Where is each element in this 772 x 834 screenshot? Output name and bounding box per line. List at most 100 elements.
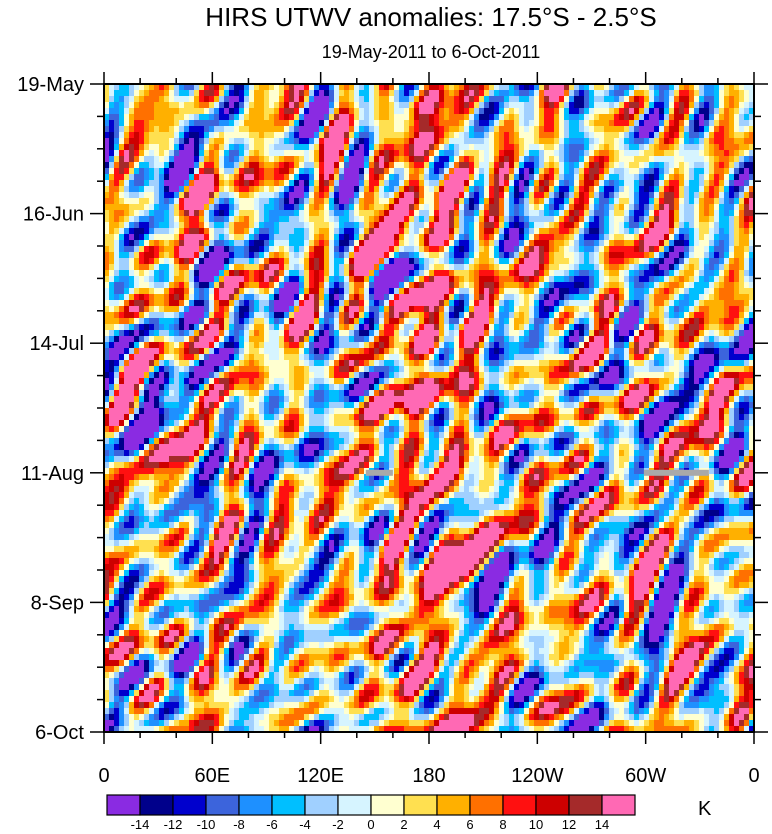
heatmap-cell <box>674 120 680 127</box>
heatmap-cell <box>564 108 570 115</box>
heatmap-cell <box>599 216 605 223</box>
heatmap-cell <box>519 252 525 259</box>
heatmap-cell <box>709 102 715 109</box>
heatmap-cell <box>504 300 510 307</box>
heatmap-cell <box>464 234 470 241</box>
heatmap-cell <box>469 144 475 151</box>
heatmap-cell <box>389 288 395 295</box>
heatmap-cell <box>184 126 190 133</box>
heatmap-cell <box>639 210 645 217</box>
heatmap-cell <box>464 108 470 115</box>
heatmap-cell <box>744 120 750 127</box>
heatmap-cell <box>299 150 305 157</box>
heatmap-cell <box>174 258 180 265</box>
heatmap-cell <box>184 186 190 193</box>
heatmap-cell <box>409 144 415 151</box>
heatmap-cell <box>294 252 300 259</box>
heatmap-cell <box>324 252 330 259</box>
heatmap-cell <box>479 126 485 133</box>
heatmap-cell <box>524 126 530 133</box>
heatmap-cell <box>719 192 725 199</box>
heatmap-cell <box>704 282 710 289</box>
heatmap-cell <box>104 180 110 187</box>
heatmap-cell <box>384 258 390 265</box>
heatmap-cell <box>634 252 640 259</box>
heatmap-cell <box>614 90 620 97</box>
heatmap-cell <box>354 84 360 91</box>
heatmap-cell <box>234 222 240 229</box>
heatmap-cell <box>459 168 465 175</box>
heatmap-cell <box>379 276 385 283</box>
heatmap-cell <box>709 84 715 91</box>
heatmap-cell <box>354 150 360 157</box>
heatmap-cell <box>724 132 730 139</box>
heatmap-cell <box>149 276 155 283</box>
heatmap-cell <box>424 306 430 313</box>
heatmap-cell <box>114 300 120 307</box>
heatmap-cell <box>299 192 305 199</box>
heatmap-cell <box>559 90 565 97</box>
heatmap-cell <box>219 168 225 175</box>
heatmap-cell <box>159 156 165 163</box>
heatmap-cell <box>429 90 435 97</box>
heatmap-cell <box>164 90 170 97</box>
heatmap-cell <box>434 282 440 289</box>
heatmap-cell <box>204 168 210 175</box>
heatmap-cell <box>154 174 160 181</box>
heatmap-cell <box>174 168 180 175</box>
heatmap-cell <box>379 96 385 103</box>
heatmap-cell <box>449 90 455 97</box>
heatmap-cell <box>704 216 710 223</box>
heatmap-cell <box>399 222 405 229</box>
heatmap-cell <box>514 132 520 139</box>
heatmap-cell <box>329 306 335 313</box>
heatmap-cell <box>679 168 685 175</box>
heatmap-cell <box>589 282 595 289</box>
heatmap-cell <box>214 144 220 151</box>
heatmap-cell <box>409 204 415 211</box>
heatmap-cell <box>289 120 295 127</box>
heatmap-cell <box>664 198 670 205</box>
heatmap-cell <box>729 174 735 181</box>
heatmap-cell <box>399 282 405 289</box>
heatmap-cell <box>629 282 635 289</box>
heatmap-cell <box>574 174 580 181</box>
heatmap-cell <box>594 162 600 169</box>
heatmap-cell <box>589 174 595 181</box>
heatmap-cell <box>289 132 295 139</box>
heatmap-cell <box>474 234 480 241</box>
heatmap-cell <box>569 132 575 139</box>
heatmap-cell <box>424 240 430 247</box>
heatmap-cell <box>519 198 525 205</box>
heatmap-cell <box>219 174 225 181</box>
heatmap-cell <box>339 162 345 169</box>
heatmap-cell <box>749 120 755 127</box>
heatmap-cell <box>109 252 115 259</box>
heatmap-cell <box>259 138 265 145</box>
heatmap-cell <box>689 294 695 301</box>
heatmap-cell <box>614 198 620 205</box>
heatmap-cell <box>174 126 180 133</box>
heatmap-cell <box>189 90 195 97</box>
heatmap-cell <box>699 102 705 109</box>
heatmap-cell <box>124 192 130 199</box>
heatmap-cell <box>589 288 595 295</box>
heatmap-cell <box>599 258 605 265</box>
heatmap-cell <box>199 192 205 199</box>
heatmap-cell <box>144 180 150 187</box>
heatmap-cell <box>669 222 675 229</box>
heatmap-cell <box>699 96 705 103</box>
heatmap-cell <box>419 96 425 103</box>
heatmap-cell <box>149 126 155 133</box>
heatmap-cell <box>304 186 310 193</box>
heatmap-cell <box>319 162 325 169</box>
heatmap-cell <box>544 264 550 271</box>
heatmap-cell <box>334 258 340 265</box>
heatmap-cell <box>204 144 210 151</box>
heatmap-cell <box>299 210 305 217</box>
heatmap-cell <box>344 198 350 205</box>
heatmap-cell <box>604 300 610 307</box>
heatmap-cell <box>179 216 185 223</box>
heatmap-cell <box>554 84 560 91</box>
heatmap-cell <box>189 294 195 301</box>
